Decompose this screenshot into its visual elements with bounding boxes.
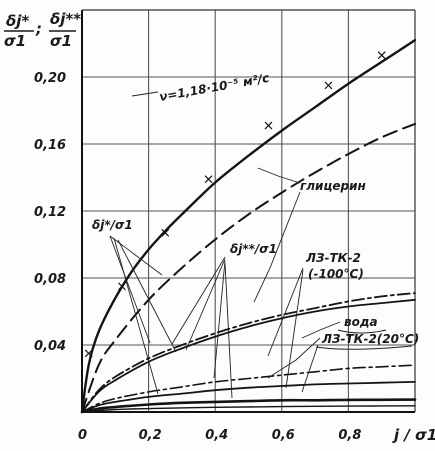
- y-axis-label: δj* σ1 ; δj** σ1: [4, 10, 81, 50]
- annotation-nu: ν=1,18·10⁻⁵ м²/с: [158, 71, 270, 104]
- tick-labels: 0 0,2 0,4 0,6 0,8 0,04 0,08 0,12 0,16 0,20: [34, 71, 361, 443]
- data-marker: [377, 51, 386, 60]
- y-tick-label: 0,08: [34, 272, 66, 287]
- leader-line: [267, 267, 304, 357]
- series-water_2star: [81, 405, 416, 413]
- series-group: [80, 38, 417, 414]
- marker-stroke: [204, 175, 213, 184]
- leader-line: [109, 235, 163, 276]
- data-marker: [324, 81, 333, 90]
- ylabel-num2: δj**: [50, 10, 81, 28]
- annotation-glycerin: глицерин: [300, 179, 366, 193]
- annotation-lz20: ЛЗ-ТК-2(20°С): [321, 332, 419, 346]
- y-tick-label: 0,04: [34, 339, 66, 354]
- x-tick-label: 0,8: [338, 428, 361, 443]
- leader-lines: [109, 91, 413, 399]
- leader-line: [131, 91, 159, 97]
- markers-group: [84, 51, 386, 358]
- leader-line: [337, 329, 387, 334]
- xlabel: j / σ1: [392, 426, 435, 444]
- series-lz_2star: [81, 364, 416, 413]
- annotation-d-2star: δj**/σ1: [230, 242, 277, 256]
- marker-stroke: [324, 81, 333, 90]
- marker-stroke: [264, 121, 273, 130]
- series-glycerin_star: [81, 298, 416, 413]
- y-tick-label: 0,16: [34, 138, 66, 153]
- marker-stroke: [118, 282, 126, 291]
- annotation-lz100-line1: ЛЗ-ТК-2: [305, 251, 361, 265]
- data-marker: [264, 121, 273, 130]
- leader-line: [117, 239, 177, 353]
- y-tick-label: 0,20: [34, 71, 66, 86]
- series-nu_2star: [81, 122, 416, 413]
- y-tick-label: 0,12: [34, 205, 66, 220]
- leader-line: [253, 191, 301, 303]
- axes: [81, 9, 416, 413]
- leader-line: [109, 235, 151, 344]
- marker-stroke: [161, 228, 170, 237]
- annotation-water: вода: [344, 315, 378, 329]
- grid: [82, 10, 415, 412]
- series-glycerin_2star: [81, 292, 416, 413]
- x-tick-label: 0,6: [272, 428, 295, 443]
- marker-stroke: [84, 349, 93, 358]
- leader-line: [301, 344, 319, 393]
- leader-line: [224, 262, 233, 399]
- data-marker: [161, 228, 170, 237]
- ylabel-sep: ;: [35, 20, 42, 38]
- data-marker: [118, 282, 126, 291]
- ylabel-den2: σ1: [50, 32, 72, 50]
- x-tick-label: 0,2: [139, 428, 162, 443]
- series-nu_star: [80, 38, 417, 414]
- leader-line: [285, 269, 304, 389]
- leader-line: [257, 167, 301, 184]
- annotation-lz100-line2: (-100°С): [308, 267, 364, 281]
- ylabel-den1: σ1: [4, 32, 26, 50]
- ylabel-num1: δj*: [6, 12, 29, 30]
- series-water_star: [80, 398, 417, 414]
- x-tick-label: 0,4: [205, 428, 228, 443]
- leader-line: [113, 237, 159, 395]
- data-marker: [84, 349, 93, 358]
- leader-line: [185, 258, 226, 351]
- marker-stroke: [377, 51, 386, 60]
- leader-line: [301, 321, 341, 339]
- leader-line: [213, 260, 226, 379]
- leader-line: [267, 337, 321, 379]
- annotation-d-star: δj*/σ1: [92, 218, 133, 232]
- leader-line: [171, 256, 226, 345]
- x-tick-label: 0: [78, 428, 87, 443]
- data-marker: [204, 175, 213, 184]
- leader-line: [315, 345, 413, 350]
